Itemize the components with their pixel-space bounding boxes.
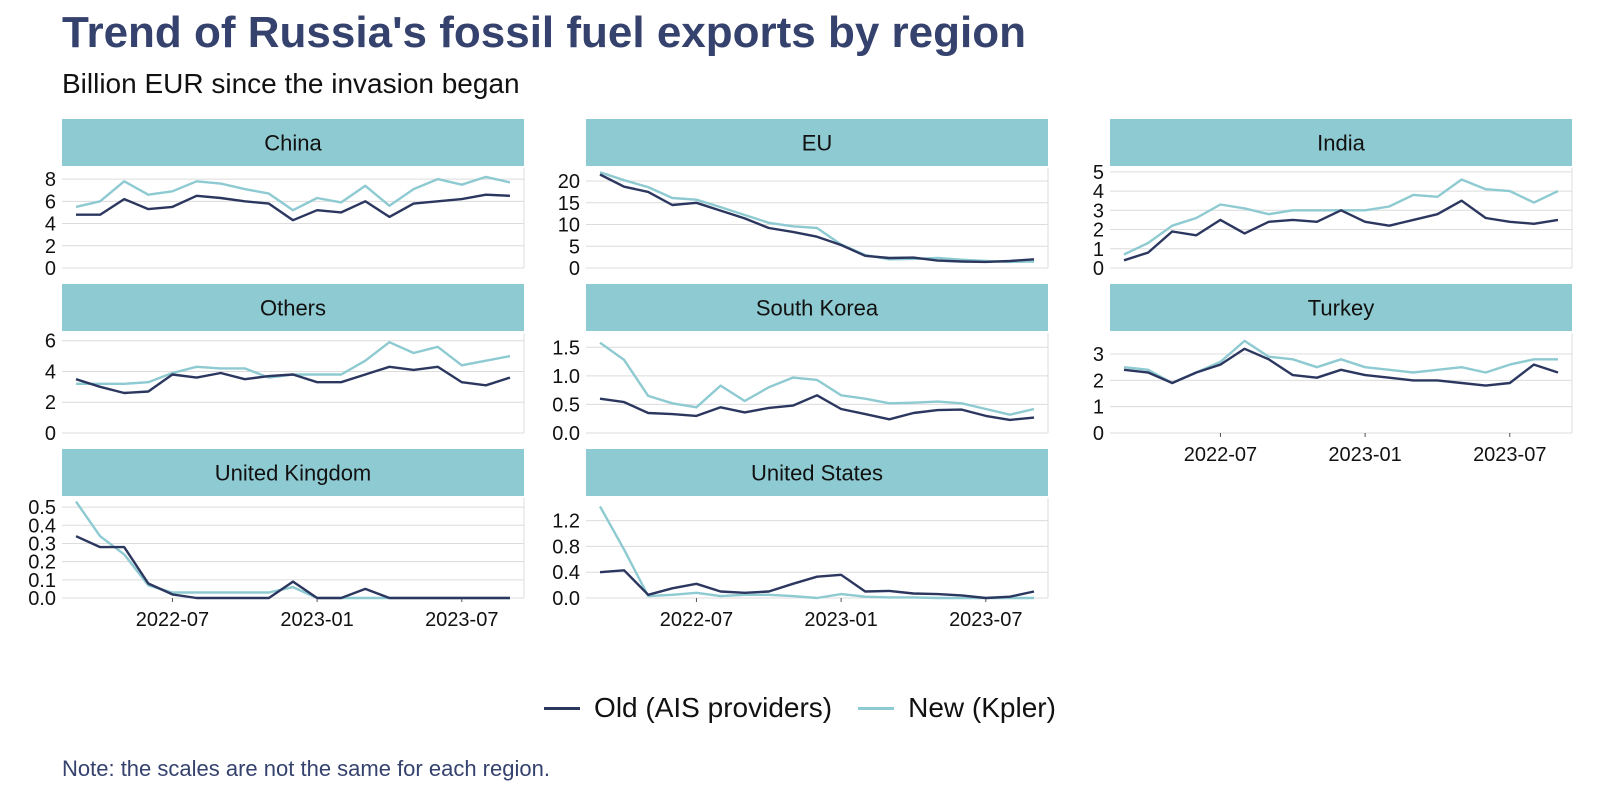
series-line-old-united-states (599, 569, 1035, 600)
y-tick-label-china: 6 (45, 191, 56, 213)
series-line-new-united-kingdom (75, 500, 510, 600)
y-tick-label-india: 5 (1093, 162, 1104, 184)
y-tick-label-china: 8 (45, 169, 56, 191)
y-tick-label-united-kingdom: 0.5 (28, 497, 56, 519)
panel-others: Others 0 2 4 6 (45, 284, 525, 445)
x-tick-label-turkey: 2023-01 (1328, 444, 1401, 466)
series-line-new-eu (599, 171, 1035, 264)
legend-label-old: Old (AIS providers) (594, 692, 833, 723)
strip-label-united-states: United States (751, 461, 883, 486)
y-tick-label-others: 0 (45, 423, 56, 445)
strip-turkey (1110, 284, 1572, 331)
y-tick-label-south-korea: 1.5 (552, 337, 580, 359)
x-tick-label-united-states: 2022-07 (660, 609, 733, 631)
facet-chart: China02468EU05101520India012345Others024… (28, 119, 1573, 631)
panel-united-kingdom: United Kingdom 0.00.10.20.30.40.5 2022-07 2… (28, 449, 525, 631)
y-tick-label-south-korea: 0.5 (552, 394, 580, 416)
strip-label-united-kingdom: United Kingdom (215, 461, 372, 486)
y-tick-label-turkey: 1 (1093, 397, 1104, 419)
legend-item-new: New (Kpler) (858, 692, 1056, 724)
y-tick-label-china: 0 (45, 258, 56, 280)
y-tick-label-south-korea: 1.0 (552, 366, 580, 388)
series-line-old-others (75, 365, 511, 395)
y-tick-label-united-kingdom: 0.2 (28, 552, 56, 574)
series-line-old-eu (599, 173, 1035, 264)
strip-label-eu: EU (802, 131, 833, 156)
x-tick-label-turkey: 2022-07 (1184, 444, 1257, 466)
chart-subtitle: Billion EUR since the invasion began (62, 68, 520, 99)
y-tick-label-india: 3 (1093, 200, 1104, 222)
series-line-new-others (76, 341, 511, 385)
y-tick-label-united-states: 0.4 (552, 562, 580, 584)
panel-south-korea: South Korea 0.0 0.5 1.0 1.5 (552, 284, 1049, 445)
y-tick-label-united-states: 0.8 (552, 536, 580, 558)
strip-india (1110, 119, 1572, 166)
y-tick-label-united-kingdom: 0.4 (28, 515, 56, 537)
legend-item-old: Old (AIS providers) (544, 692, 832, 724)
x-tick-label-united-states: 2023-07 (949, 609, 1022, 631)
series-line-new-south-korea (599, 341, 1035, 416)
strip-label-china: China (264, 131, 322, 156)
strip-eu (586, 119, 1048, 166)
series-line-old-india (1123, 199, 1559, 262)
x-tick-label-turkey: 2023-07 (1473, 444, 1546, 466)
series-line-old-china (76, 193, 511, 222)
x-tick-label-united-states: 2023-01 (804, 609, 877, 631)
y-tick-label-india: 0 (1093, 258, 1104, 280)
y-tick-label-others: 4 (45, 361, 56, 383)
strip-label-turkey: Turkey (1308, 296, 1374, 321)
y-tick-label-eu: 10 (558, 215, 580, 237)
y-tick-label-turkey: 3 (1093, 344, 1104, 366)
y-tick-label-turkey: 2 (1093, 370, 1104, 392)
panel-united-states: United States 0.0 0.4 0.8 1.2 2022-07 2023-01 2… (552, 449, 1049, 631)
x-tick-label-united-kingdom: 2022-07 (136, 609, 209, 631)
strip-label-others: Others (260, 296, 326, 321)
series-line-old-turkey (1123, 347, 1559, 387)
y-tick-label-united-states: 0.0 (552, 588, 580, 610)
y-tick-label-eu: 20 (558, 171, 580, 193)
legend: Old (AIS providers) New (Kpler) (0, 688, 1600, 728)
y-tick-label-india: 2 (1093, 220, 1104, 242)
strip-south-korea (586, 284, 1048, 331)
strip-others (62, 284, 524, 331)
y-tick-label-south-korea: 0.0 (552, 423, 580, 445)
footnote: Note: the scales are not the same for ea… (62, 756, 550, 781)
x-tick-label-united-kingdom: 2023-01 (280, 609, 353, 631)
chart-title: Trend of Russia's fossil fuel exports by… (62, 8, 1027, 57)
y-tick-label-india: 1 (1093, 239, 1104, 261)
y-tick-label-china: 2 (45, 236, 56, 258)
strip-label-india: India (1317, 131, 1365, 156)
series-line-old-south-korea (599, 394, 1035, 422)
strip-china (62, 119, 524, 166)
y-tick-label-united-kingdom: 0.3 (28, 533, 56, 555)
series-line-new-united-states (598, 505, 1034, 600)
y-tick-label-others: 6 (45, 331, 56, 353)
y-tick-label-china: 4 (45, 214, 56, 236)
y-tick-label-united-states: 1.2 (552, 511, 580, 533)
y-tick-label-united-kingdom: 0.0 (28, 588, 56, 610)
legend-label-new: New (Kpler) (908, 692, 1056, 723)
legend-swatch-old (544, 706, 581, 710)
strip-united-kingdom (62, 449, 524, 496)
legend-swatch-new (858, 706, 895, 710)
y-tick-label-eu: 0 (569, 258, 580, 280)
y-tick-label-india: 4 (1093, 181, 1104, 203)
strip-united-states (586, 449, 1048, 496)
panel-turkey: Turkey 0 1 2 3 2022-07 2023-01 2023-07 (1093, 284, 1573, 466)
series-line-new-china (75, 175, 511, 212)
y-tick-label-eu: 15 (558, 193, 580, 215)
y-tick-label-eu: 5 (569, 236, 580, 258)
y-tick-label-united-kingdom: 0.1 (28, 570, 56, 592)
x-tick-label-united-kingdom: 2023-07 (425, 609, 498, 631)
series-line-old-united-kingdom (75, 535, 510, 600)
y-tick-label-turkey: 0 (1093, 423, 1104, 445)
y-tick-label-others: 2 (45, 392, 56, 414)
strip-label-south-korea: South Korea (756, 296, 879, 321)
